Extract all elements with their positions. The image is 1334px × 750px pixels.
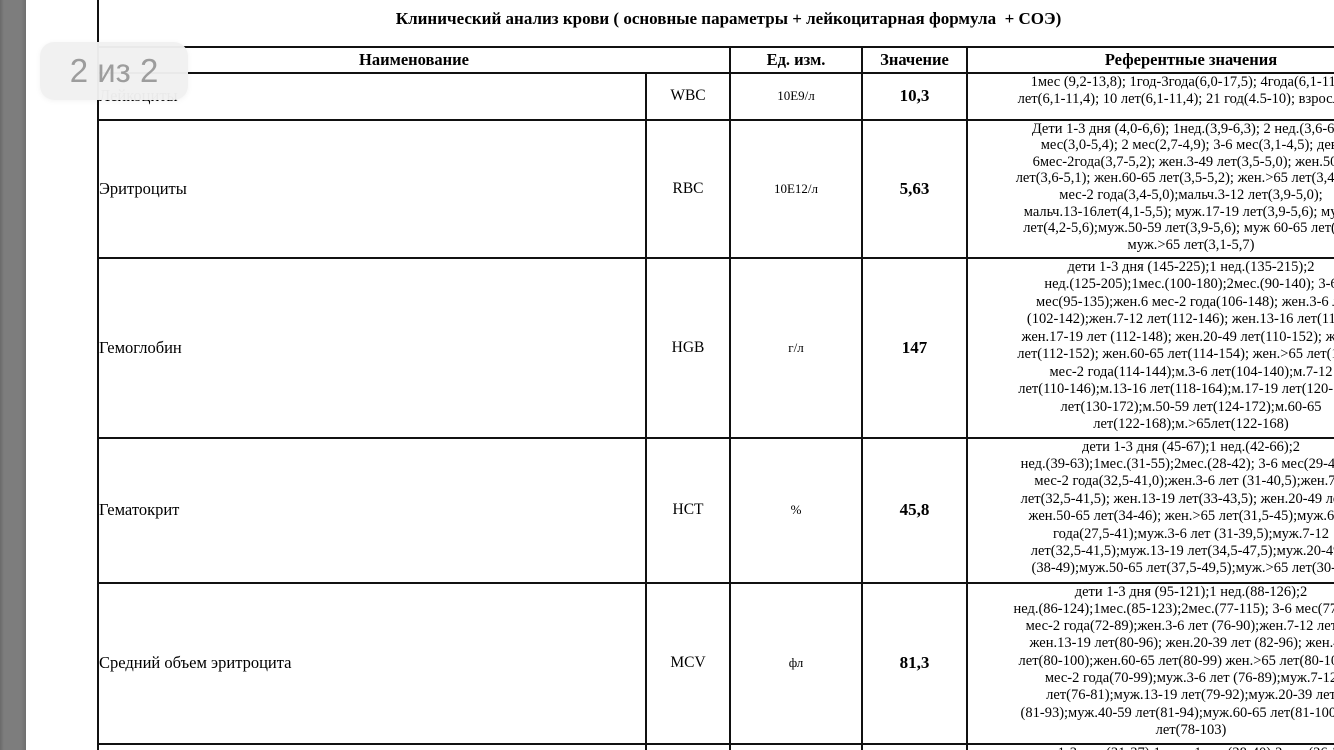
parameter-unit: 10E12/л (729, 118, 863, 259)
blood-test-table: Клинический анализ крови ( основные пара… (97, 0, 1334, 750)
parameter-name: Средний объем эритроцита (97, 581, 647, 745)
parameter-reference-values: 1мес (9,2-13,8); 1год-3года(6,0-17,5); 4… (966, 71, 1334, 121)
parameter-reference-values: Дети 1-3 дня (4,0-6,6); 1нед.(3,9-6,3); … (966, 118, 1334, 259)
parameter-reference-values: дети 1-3 дня (95-121);1 нед.(88-126);2 н… (966, 581, 1334, 745)
column-header-name: Наименование (97, 45, 731, 74)
parameter-unit: 10E9/л (729, 71, 863, 121)
page-indicator-badge: 2 из 2 (40, 42, 188, 100)
document-title: Клинический анализ крови ( основные пара… (97, 0, 1334, 48)
parameter-reference-values: дети 1-3 дня (45-67);1 нед.(42-66);2 нед… (966, 436, 1334, 584)
parameter-unit: % (729, 436, 863, 584)
parameter-name (97, 742, 647, 750)
parameter-value: 147 (861, 256, 968, 439)
parameter-code: HCT (645, 436, 731, 584)
parameter-code: MCV (645, 581, 731, 745)
parameter-value: 45,8 (861, 436, 968, 584)
parameter-name: Гемоглобин (97, 256, 647, 439)
table-row: Гематокрит HCT % 45,8 дети 1-3 дня (45-6… (97, 436, 1334, 584)
parameter-name: Гематокрит (97, 436, 647, 584)
parameter-reference-values: дети 1-3 дня (31-37);1 нед.-1мес.(28-40)… (966, 742, 1334, 750)
parameter-value: 5,63 (861, 118, 968, 259)
parameter-code: WBC (645, 71, 731, 121)
column-header-reference: Референтные значения (966, 45, 1334, 74)
parameter-name: Эритроциты (97, 118, 647, 259)
parameter-reference-values: дети 1-3 дня (145-225);1 нед.(135-215);2… (966, 256, 1334, 439)
parameter-value (861, 742, 968, 750)
parameter-unit (729, 742, 863, 750)
parameter-value: 10,3 (861, 71, 968, 121)
table-row: Средний объем эритроцита MCV фл 81,3 дет… (97, 581, 1334, 745)
table-header-row: Наименование Ед. изм. Значение Референтн… (97, 45, 1334, 74)
parameter-unit: фл (729, 581, 863, 745)
parameter-code (645, 742, 731, 750)
page-indicator-text: 2 из 2 (69, 52, 159, 89)
viewer-side-gutter (0, 0, 26, 750)
column-header-value: Значение (861, 45, 968, 74)
parameter-value: 81,3 (861, 581, 968, 745)
column-header-unit: Ед. изм. (729, 45, 863, 74)
parameter-unit: г/л (729, 256, 863, 439)
parameter-code: HGB (645, 256, 731, 439)
table-row: Гемоглобин HGB г/л 147 дети 1-3 дня (145… (97, 256, 1334, 439)
table-row: дети 1-3 дня (31-37);1 нед.-1мес.(28-40)… (97, 742, 1334, 750)
document-scroll-area[interactable]: Клинический анализ крови ( основные пара… (26, 0, 1334, 750)
table-row: Эритроциты RBC 10E12/л 5,63 Дети 1-3 дня… (97, 118, 1334, 259)
parameter-code: RBC (645, 118, 731, 259)
table-row: Лейкоциты WBC 10E9/л 10,3 1мес (9,2-13,8… (97, 71, 1334, 121)
table-title-row: Клинический анализ крови ( основные пара… (97, 0, 1334, 48)
